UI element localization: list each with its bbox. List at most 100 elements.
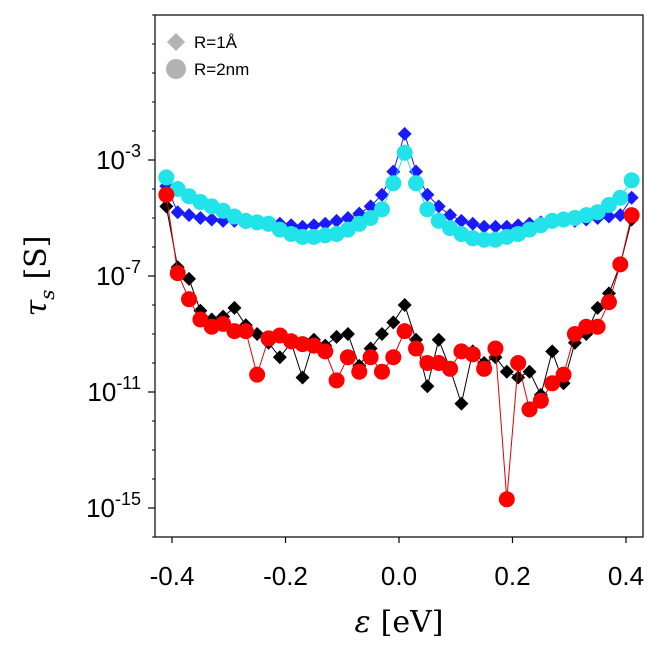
data-point-diamond xyxy=(624,190,639,205)
y-axis-title: τs [S] xyxy=(19,236,59,317)
legend-label-1: R=1Å xyxy=(194,33,238,52)
data-point-circle xyxy=(566,326,583,342)
x-tick-label: 0.0 xyxy=(381,561,417,591)
data-point-circle xyxy=(578,318,595,335)
data-point-circle xyxy=(328,372,345,389)
series-1 xyxy=(158,144,640,248)
data-point-circle xyxy=(294,228,311,245)
data-point-circle xyxy=(623,207,640,224)
data-point-diamond xyxy=(386,315,401,330)
data-point-circle xyxy=(362,210,379,226)
plot-frame xyxy=(154,14,644,538)
series-line xyxy=(165,194,633,500)
data-point-diamond xyxy=(488,219,503,234)
data-point-diamond xyxy=(545,344,560,359)
data-point-circle xyxy=(498,491,515,508)
data-point-diamond xyxy=(329,213,344,228)
y-tick-label: 10-15 xyxy=(86,489,141,523)
data-point-diamond xyxy=(431,332,446,347)
data-point-circle xyxy=(169,265,186,282)
legend-circle-marker xyxy=(166,59,186,79)
x-tick-label: 0.4 xyxy=(608,561,644,591)
data-point-circle xyxy=(419,355,436,371)
data-point-diamond xyxy=(182,271,197,286)
data-point-circle xyxy=(589,318,606,335)
data-point-circle xyxy=(476,360,493,377)
data-point-diamond xyxy=(397,298,412,312)
data-point-circle xyxy=(158,169,175,186)
data-point-circle xyxy=(600,196,617,213)
data-point-circle xyxy=(237,323,254,340)
x-axis-symbol: ε xyxy=(355,605,371,640)
data-point-diamond xyxy=(340,211,355,225)
data-point-diamond xyxy=(374,327,389,341)
data-point-diamond xyxy=(522,364,537,379)
data-point-circle xyxy=(181,291,198,308)
x-axis-title: ε [eV] xyxy=(355,605,444,640)
x-axis-unit: [eV] xyxy=(381,605,444,640)
data-point-circle xyxy=(589,204,606,221)
data-point-diamond xyxy=(340,327,355,341)
data-point-circle xyxy=(419,201,436,218)
x-tick-label: -0.4 xyxy=(150,561,195,591)
data-point-circle xyxy=(408,175,425,192)
data-point-diamond xyxy=(272,350,287,365)
data-point-circle xyxy=(555,366,572,383)
series-layer xyxy=(158,126,640,508)
data-point-circle xyxy=(373,201,390,218)
data-point-diamond xyxy=(193,211,208,225)
data-point-circle xyxy=(612,256,629,273)
data-point-circle xyxy=(521,401,538,418)
data-point-circle xyxy=(476,231,493,248)
data-point-circle xyxy=(192,311,209,328)
data-point-diamond xyxy=(420,187,435,202)
data-point-diamond xyxy=(182,208,197,223)
data-point-circle xyxy=(396,323,413,340)
data-point-circle xyxy=(249,366,266,383)
data-point-diamond xyxy=(443,208,458,223)
data-point-circle xyxy=(408,340,425,357)
data-point-diamond xyxy=(170,205,185,220)
data-point-circle xyxy=(623,172,640,189)
data-point-diamond xyxy=(420,379,435,394)
data-point-circle xyxy=(442,360,459,377)
data-point-circle xyxy=(544,375,561,392)
data-point-circle xyxy=(510,355,527,371)
data-point-circle xyxy=(464,346,481,363)
data-point-diamond xyxy=(465,216,480,231)
data-point-diamond xyxy=(454,213,469,228)
data-point-circle xyxy=(317,343,334,360)
y-tick-label: 10-7 xyxy=(96,257,141,291)
data-point-circle xyxy=(612,189,629,206)
data-point-diamond xyxy=(159,199,174,214)
data-point-diamond xyxy=(204,212,219,227)
y-tick-label: 10-3 xyxy=(96,141,141,175)
data-point-diamond xyxy=(499,364,514,379)
data-point-diamond xyxy=(318,216,333,231)
data-point-circle xyxy=(339,349,356,366)
x-tick-label: 0.2 xyxy=(494,561,530,591)
data-point-circle xyxy=(487,340,504,357)
data-point-circle xyxy=(362,349,379,366)
legend-label-2: R=2nm xyxy=(194,60,249,79)
data-point-diamond xyxy=(511,370,526,385)
data-point-diamond xyxy=(454,396,469,411)
data-point-diamond xyxy=(397,126,412,141)
data-point-circle xyxy=(351,363,368,380)
series-3 xyxy=(158,186,640,508)
data-point-diamond xyxy=(590,300,605,315)
data-point-circle xyxy=(396,144,413,161)
data-point-diamond xyxy=(613,208,628,223)
ticks-layer: -0.4 -0.2 0.0 0.2 0.4 10-15 10-11 10-7 10-3 xyxy=(86,14,644,591)
data-point-circle xyxy=(600,294,617,311)
data-point-diamond xyxy=(374,187,389,202)
data-point-circle xyxy=(430,212,447,229)
y-axis-symbol: τ xyxy=(19,299,54,316)
data-point-circle xyxy=(215,315,232,332)
y-axis-unit: [S] xyxy=(19,236,54,280)
data-point-circle xyxy=(226,323,243,340)
data-point-circle xyxy=(373,363,390,380)
y-tick-label: 10-11 xyxy=(87,373,141,407)
data-point-circle xyxy=(385,349,402,366)
x-tick-label: -0.2 xyxy=(263,561,308,591)
